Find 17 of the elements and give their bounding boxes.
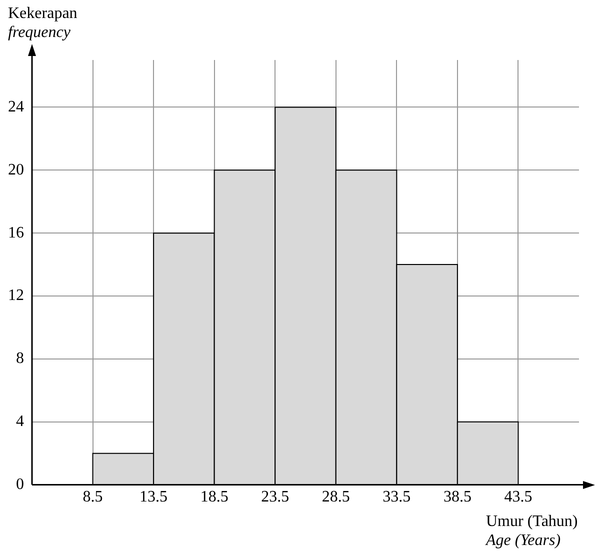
x-tick-label: 13.5	[140, 488, 168, 506]
y-tick-label: 4	[16, 413, 24, 430]
y-tick-label: 12	[8, 287, 24, 304]
x-tick-label: 38.5	[443, 488, 472, 506]
y-tick-label: 24	[8, 98, 24, 116]
y-tick-label: 8	[16, 350, 24, 368]
x-axis-title: Umur (Tahun) Age (Years)	[486, 513, 578, 549]
x-tick-label: 28.5	[322, 488, 350, 506]
x-tick-label: 18.5	[200, 488, 228, 506]
y-tick-label: 20	[8, 161, 24, 178]
y-tick-label: 0	[16, 476, 24, 494]
x-tick-label: 33.5	[382, 488, 411, 506]
x-tick-label: 43.5	[504, 488, 532, 506]
y-axis-title: Kekerapan frequency	[8, 5, 78, 41]
x-tick-label: 8.5	[82, 488, 103, 506]
x-tick-label: 23.5	[261, 488, 290, 506]
y-tick-label: 16	[8, 224, 24, 242]
